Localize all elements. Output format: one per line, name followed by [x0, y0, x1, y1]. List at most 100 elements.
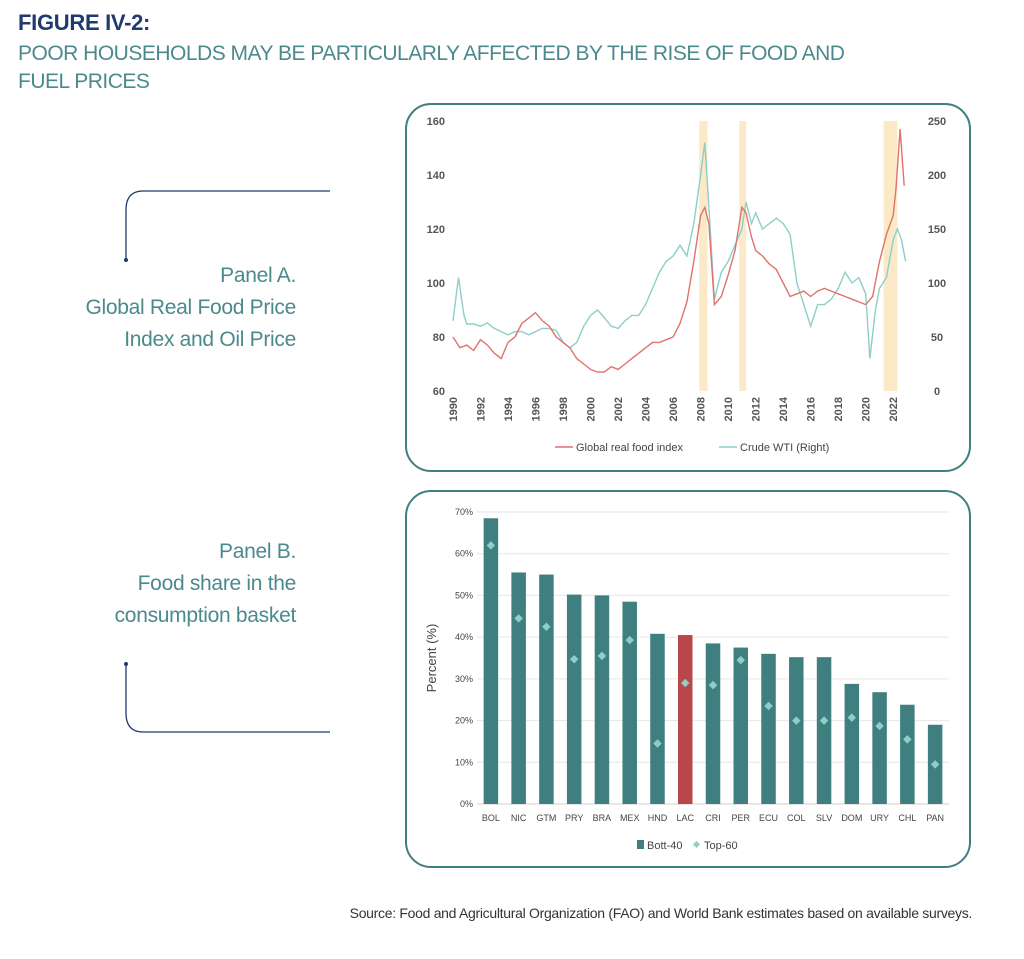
legend-label-oil: Crude WTI (Right)	[740, 442, 829, 454]
y-tick-label: 50%	[455, 590, 473, 600]
bar-bott40-cri	[705, 643, 721, 804]
x-tick-label: PRY	[565, 813, 583, 823]
bar-bott40-bol	[483, 518, 499, 804]
y-tick-label: 120	[427, 224, 445, 236]
x-tick-label: GTM	[536, 813, 556, 823]
bar-bott40-per	[733, 647, 749, 804]
bar-bott40-chl	[900, 704, 915, 804]
x-tick-label: 1992	[476, 397, 488, 421]
x-tick-label: CHL	[898, 813, 916, 823]
marker-top60-bol	[486, 541, 496, 550]
y2-tick-label: 150	[928, 224, 946, 236]
y2-tick-label: 100	[928, 278, 946, 290]
x-tick-label: 2002	[613, 397, 625, 421]
shaded-period-0	[699, 121, 708, 391]
y-tick-label: 160	[427, 116, 445, 128]
y-tick-label: 40%	[455, 632, 473, 642]
y-tick-label: 60%	[455, 549, 473, 559]
x-tick-label: HND	[648, 813, 668, 823]
bar-bott40-hnd	[650, 633, 665, 804]
x-tick-label: CRI	[705, 813, 721, 823]
x-tick-label: 1990	[448, 397, 460, 421]
panel-a-label-line3: Index and Oil Price	[124, 328, 296, 351]
marker-top60-pan	[930, 760, 940, 769]
x-tick-label: 2000	[586, 397, 598, 421]
bar-bott40-pry	[566, 594, 582, 804]
y2-tick-label: 250	[928, 116, 946, 128]
x-tick-label: COL	[787, 813, 806, 823]
x-tick-label: 2018	[833, 397, 845, 421]
bar-bott40-ecu	[761, 653, 776, 804]
shaded-period-1	[739, 121, 747, 391]
marker-top60-chl	[903, 735, 912, 744]
figure-title-line1: POOR HOUSEHOLDS MAY BE PARTICULARLY AFFE…	[18, 42, 845, 65]
legend-swatch-bott40	[637, 840, 644, 849]
legend-label-bott40: Bott-40	[647, 840, 682, 852]
y-tick-label: 140	[427, 170, 445, 182]
y-tick-label: 80	[433, 332, 445, 344]
x-tick-label: 2016	[806, 397, 818, 421]
x-tick-label: 2012	[751, 397, 763, 421]
y2-tick-label: 200	[928, 170, 946, 182]
panel-a-label-line1: Panel A.	[220, 264, 296, 287]
panel-b-bracket	[124, 662, 330, 733]
y-tick-label: 10%	[455, 757, 473, 767]
figure-label: FIGURE IV-2:	[18, 10, 151, 35]
source-note: Source: Food and Agricultural Organizati…	[349, 905, 973, 921]
panel-b-label: Panel B. Food share in the consumption b…	[114, 536, 297, 632]
x-tick-label: PER	[732, 813, 751, 823]
legend-swatch-top60	[692, 840, 701, 849]
legend-label-top60: Top-60	[704, 840, 738, 852]
x-tick-label: 2010	[723, 397, 735, 421]
y-tick-label: 30%	[455, 674, 473, 684]
y2-tick-label: 50	[931, 332, 943, 344]
y-axis-label: Percent (%)	[424, 624, 439, 693]
bar-bott40-ury	[872, 692, 887, 804]
x-tick-label: DOM	[841, 813, 862, 823]
y-tick-label: 60	[433, 386, 445, 398]
x-tick-label: 1994	[503, 396, 515, 421]
x-tick-label: BOL	[482, 813, 500, 823]
figure-title: POOR HOUSEHOLDS MAY BE PARTICULARLY AFFE…	[18, 40, 918, 96]
x-tick-label: 1996	[531, 397, 543, 421]
x-tick-label: SLV	[816, 813, 832, 823]
x-tick-label: 2004	[641, 396, 653, 421]
x-tick-label: 2020	[861, 397, 873, 421]
marker-top60-mex	[625, 635, 634, 645]
panel-b-label-line3: consumption basket	[114, 604, 297, 627]
panel-b-frame: 0% 10% 20% 30% 40% 50% 60% 70% Percent (%) BOL NIC…	[405, 490, 971, 868]
panel-a-label-line2: Global Real Food Price	[85, 296, 296, 319]
x-tick-label: 2014	[778, 396, 790, 421]
panel-a-bracket	[124, 190, 330, 262]
marker-top60-pry	[569, 655, 579, 664]
marker-top60-gtm	[542, 622, 551, 631]
bar-bott40-bra	[594, 595, 610, 804]
x-tick-label: 1998	[558, 397, 570, 421]
bar-bott40-gtm	[539, 574, 554, 804]
y-tick-label: 100	[427, 278, 445, 290]
x-tick-label: 2006	[668, 397, 680, 421]
marker-top60-dom	[847, 713, 857, 722]
bar-bott40-col	[789, 657, 804, 804]
marker-top60-cri	[708, 680, 718, 690]
bar-bott40-mex	[622, 601, 637, 804]
x-tick-label: NIC	[511, 813, 527, 823]
y-tick-label: 20%	[455, 716, 473, 726]
series-line-crude-wti	[452, 142, 907, 359]
x-tick-label: LAC	[676, 813, 694, 823]
figure-title-line2: FUEL PRICES	[18, 70, 150, 93]
y2-tick-label: 0	[934, 386, 940, 398]
marker-top60-nic	[514, 614, 523, 623]
panel-b-chart: 0% 10% 20% 30% 40% 50% 60% 70% Percent (%) BOL NIC…	[424, 507, 949, 852]
panel-a-label: Panel A. Global Real Food Price Index an…	[85, 260, 296, 356]
x-tick-label: URY	[870, 813, 889, 823]
marker-top60-bra	[597, 651, 607, 661]
panel-b-label-line2: Food share in the	[137, 572, 297, 595]
bar-bott40-lac	[677, 635, 693, 804]
bar-bott40-slv	[816, 657, 832, 804]
x-tick-label: 2022	[888, 397, 900, 421]
y-tick-label: 0%	[460, 799, 473, 809]
marker-top60-ury	[875, 721, 884, 731]
y-tick-label: 70%	[455, 507, 473, 517]
x-tick-label: BRA	[593, 813, 612, 823]
